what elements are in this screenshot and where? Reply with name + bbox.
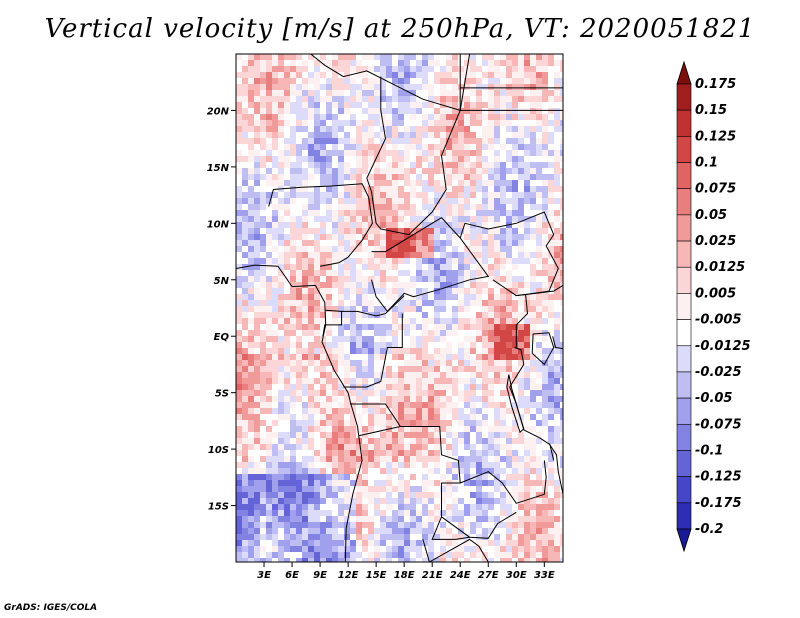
lat-tick-label: 5S xyxy=(215,389,229,400)
lon-tick-label: 18E xyxy=(394,570,415,581)
colorbar-swatch xyxy=(676,109,692,137)
colorbar-label: -0.1 xyxy=(695,443,723,458)
colorbar-top-arrow xyxy=(676,60,692,85)
colorbar-label: 0.1 xyxy=(695,156,718,171)
colorbar-label: 0.125 xyxy=(695,129,736,144)
colorbar-swatch xyxy=(676,450,692,477)
lat-tick-label: EQ xyxy=(214,332,230,343)
colorbar-swatch xyxy=(676,188,692,216)
lon-tick-label: 21E xyxy=(422,570,443,581)
colorbar-label: 0.175 xyxy=(695,77,736,92)
lat-tick-label: 15N xyxy=(207,163,230,174)
colorbar-label: -0.05 xyxy=(695,391,732,406)
colorbar-swatch xyxy=(676,240,692,268)
lon-tick-label: 24E xyxy=(450,570,471,581)
lat-tick-label: 20N xyxy=(207,106,230,117)
chart-title: Vertical velocity [m/s] at 250hPa, VT: 2… xyxy=(44,14,756,44)
lat-tick-label: 10N xyxy=(207,219,230,230)
lat-tick-label: 10S xyxy=(208,445,229,456)
colorbar-label: 0.15 xyxy=(695,103,727,118)
colorbar-swatch xyxy=(676,293,692,320)
colorbar-label: -0.0125 xyxy=(695,339,751,354)
colorbar-label: -0.025 xyxy=(695,365,742,380)
colorbar-swatch xyxy=(676,214,692,242)
lon-tick-label: 3E xyxy=(257,570,271,581)
colorbar-label: 0.075 xyxy=(695,182,736,197)
lat-tick-label: 5N xyxy=(214,276,230,287)
country-borders xyxy=(236,54,563,562)
map-frame xyxy=(235,53,564,563)
colorbar-label: -0.125 xyxy=(695,470,742,485)
colorbar-swatch xyxy=(676,476,692,504)
lon-tick-label: 30E xyxy=(506,570,527,581)
colorbar: 0.175 0.15 0.125 0.1 0.075 0.05 0.025 0.0125 0.0… xyxy=(676,60,751,553)
lat-tick-label: 15S xyxy=(208,502,229,513)
colorbar-swatch xyxy=(676,319,692,347)
credit-label: GrADS: IGES/COLA xyxy=(4,603,98,613)
colorbar-swatch xyxy=(676,136,692,163)
lon-tick-label: 27E xyxy=(478,570,499,581)
colorbar-bottom-arrow xyxy=(676,528,692,553)
colorbar-swatch xyxy=(676,345,692,373)
lon-tick-label: 15E xyxy=(366,570,387,581)
colorbar-swatch xyxy=(676,423,692,451)
colorbar-swatch xyxy=(676,502,692,530)
colorbar-label: -0.2 xyxy=(695,522,723,537)
colorbar-label: 0.05 xyxy=(695,208,727,223)
colorbar-swatch xyxy=(676,266,692,294)
lon-tick-label: 6E xyxy=(285,570,299,581)
lon-tick-label: 33E xyxy=(534,570,555,581)
colorbar-label: 0.025 xyxy=(695,234,736,249)
colorbar-swatch xyxy=(676,83,692,111)
lon-tick-label: 12E xyxy=(338,570,359,581)
colorbar-label: 0.005 xyxy=(695,286,736,301)
velocity-field xyxy=(236,54,563,562)
colorbar-label: -0.175 xyxy=(695,496,742,511)
colorbar-label: -0.005 xyxy=(695,313,742,328)
colorbar-swatch xyxy=(676,397,692,425)
colorbar-swatch xyxy=(676,162,692,190)
map-axes: 20N 15N 10N 5N EQ 5S 10S 15S 3E 6E 9E 12E 15E 18E 21E 2… xyxy=(207,106,555,581)
colorbar-label: -0.075 xyxy=(695,417,742,432)
colorbar-label: 0.0125 xyxy=(695,260,745,275)
lon-tick-label: 9E xyxy=(313,570,327,581)
colorbar-swatch xyxy=(676,371,692,399)
